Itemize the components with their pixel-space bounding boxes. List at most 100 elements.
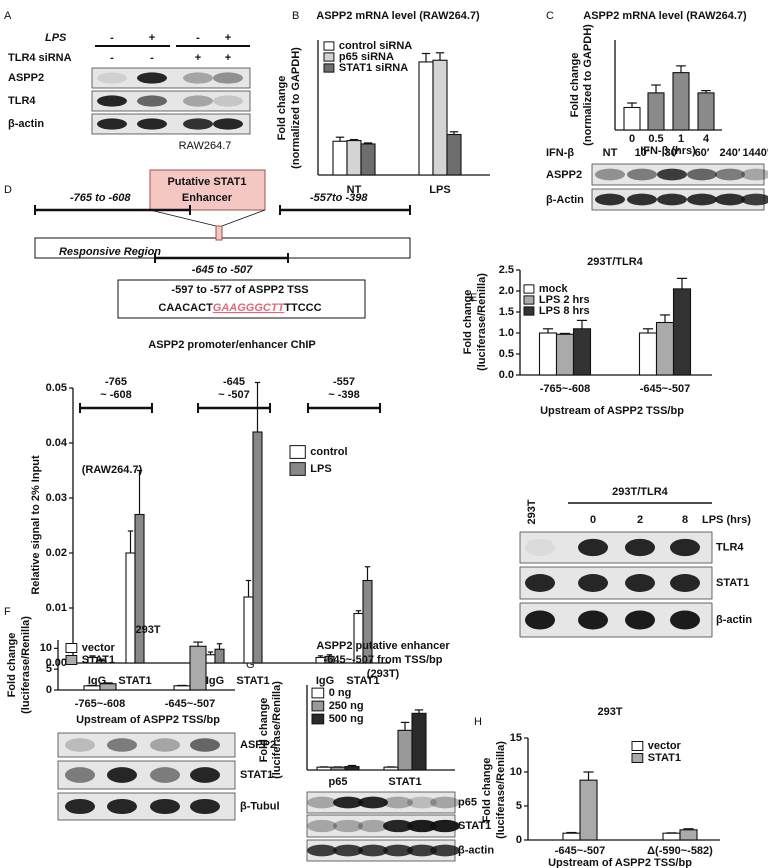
y-tick-label: 0.0: [499, 369, 514, 381]
error-bar: [317, 655, 324, 658]
label: ASPP2: [240, 739, 276, 751]
label: Putative STAT1: [167, 176, 246, 188]
label: RAW264.7: [179, 140, 232, 152]
y-tick-label: 2.0: [499, 285, 514, 297]
bar: [243, 596, 254, 664]
blot-band: [670, 610, 700, 630]
x-tick-label: -765~-608: [540, 383, 590, 395]
legend-label: vector: [648, 740, 682, 752]
y-tick-label: 0.00: [46, 657, 67, 669]
y-axis-label: Fold change: [569, 53, 581, 118]
x-axis-label: Upstream of ASPP2 TSS/bp: [76, 714, 220, 726]
blot-band: [627, 193, 657, 206]
legend-swatch: [311, 713, 325, 725]
y-tick-label: 0.01: [46, 602, 67, 614]
legend-label: mock: [539, 283, 569, 295]
error-bar: [676, 65, 686, 73]
blot-band: [137, 118, 167, 130]
bar: [662, 832, 681, 841]
x-tick-label: STAT1: [346, 675, 379, 687]
x-tick-label: 0: [629, 133, 635, 145]
y-tick-label: 0.5: [499, 348, 514, 360]
x-tick-label: p65: [329, 776, 348, 788]
blot-band: [137, 72, 167, 84]
blot-band: [670, 538, 700, 557]
legend-label: control siRNA: [339, 40, 412, 52]
blot-band: [407, 819, 437, 833]
bar: [252, 431, 263, 664]
y-tick-label: 0: [516, 834, 522, 846]
bar: [411, 712, 427, 771]
y-axis-label: Fold change: [462, 290, 474, 355]
label: -765 to -608: [70, 192, 131, 204]
blot-band: [383, 819, 413, 833]
legend-label: STAT1: [82, 654, 115, 666]
site-box: [117, 279, 366, 319]
blot-band: [307, 796, 337, 809]
y-axis-label: (luciferase/Renilla): [20, 616, 32, 714]
legend-swatch: [523, 306, 535, 316]
label: -597 to -577 of ASPP2 TSS: [171, 284, 308, 296]
label: LPS (hrs): [702, 514, 751, 526]
blot-band: [741, 168, 768, 181]
group-label: ~ -507: [218, 389, 250, 401]
panel-letter: H: [474, 716, 482, 728]
bar: [432, 59, 448, 176]
label: 0: [590, 514, 596, 526]
blot-band: [657, 168, 687, 181]
y-tick-label: 10: [40, 642, 52, 654]
error-bar: [435, 52, 445, 61]
label: 30′: [665, 147, 680, 159]
chart-title: ASPP2 mRNA level (RAW264.7): [316, 10, 480, 22]
label: +: [225, 32, 231, 44]
label: β-Tubul: [240, 800, 280, 812]
blot-band: [97, 95, 127, 107]
group-label: -645: [223, 376, 245, 388]
blot-band: [150, 767, 180, 783]
blot-band: [183, 118, 213, 130]
bar: [316, 766, 332, 771]
bar: [418, 61, 434, 176]
y-tick-label: 1.5: [499, 306, 514, 318]
label: -: [110, 32, 114, 44]
error-bar: [326, 654, 333, 657]
y-axis-label: Fold change: [6, 633, 18, 698]
enhancer-box: [149, 169, 266, 211]
label: 1440′: [742, 147, 768, 159]
label: ASPP2: [546, 169, 582, 181]
chart-title: (293T): [367, 668, 400, 680]
blot-band: [213, 72, 243, 84]
panel-letter: G: [246, 659, 255, 671]
chart-title: -645~-507 from TSS/bp: [324, 654, 443, 666]
label: -: [150, 52, 154, 64]
label: STAT1: [240, 769, 273, 781]
blot-band: [190, 738, 220, 752]
legend-swatch: [323, 52, 335, 62]
label: TLR4 siRNA: [8, 52, 72, 64]
blot-band: [741, 193, 768, 206]
blot-band: [65, 767, 95, 783]
blot-band: [307, 819, 337, 833]
blot-band: [137, 95, 167, 107]
blot-band: [213, 118, 243, 130]
bar: [134, 513, 145, 664]
blot-band: [65, 738, 95, 752]
label: TLR4: [716, 541, 744, 553]
error-bar: [127, 530, 134, 553]
error-bar: [642, 328, 654, 333]
x-tick-label: IgG: [316, 675, 334, 687]
blot-band: [150, 798, 180, 815]
error-bar: [193, 641, 203, 647]
label: LPS: [45, 32, 67, 44]
x-tick-label: LPS: [429, 184, 450, 196]
y-tick-label: 0.05: [46, 382, 67, 394]
error-bar: [676, 277, 688, 289]
y-tick-label: 5: [46, 663, 52, 675]
error-bar: [421, 52, 431, 62]
error-bar: [245, 579, 252, 597]
legend-label: LPS: [310, 463, 331, 475]
blot-band: [627, 168, 657, 181]
label: +: [225, 52, 231, 64]
blot-band: [715, 193, 745, 206]
y-tick-label: 0.03: [46, 492, 67, 504]
